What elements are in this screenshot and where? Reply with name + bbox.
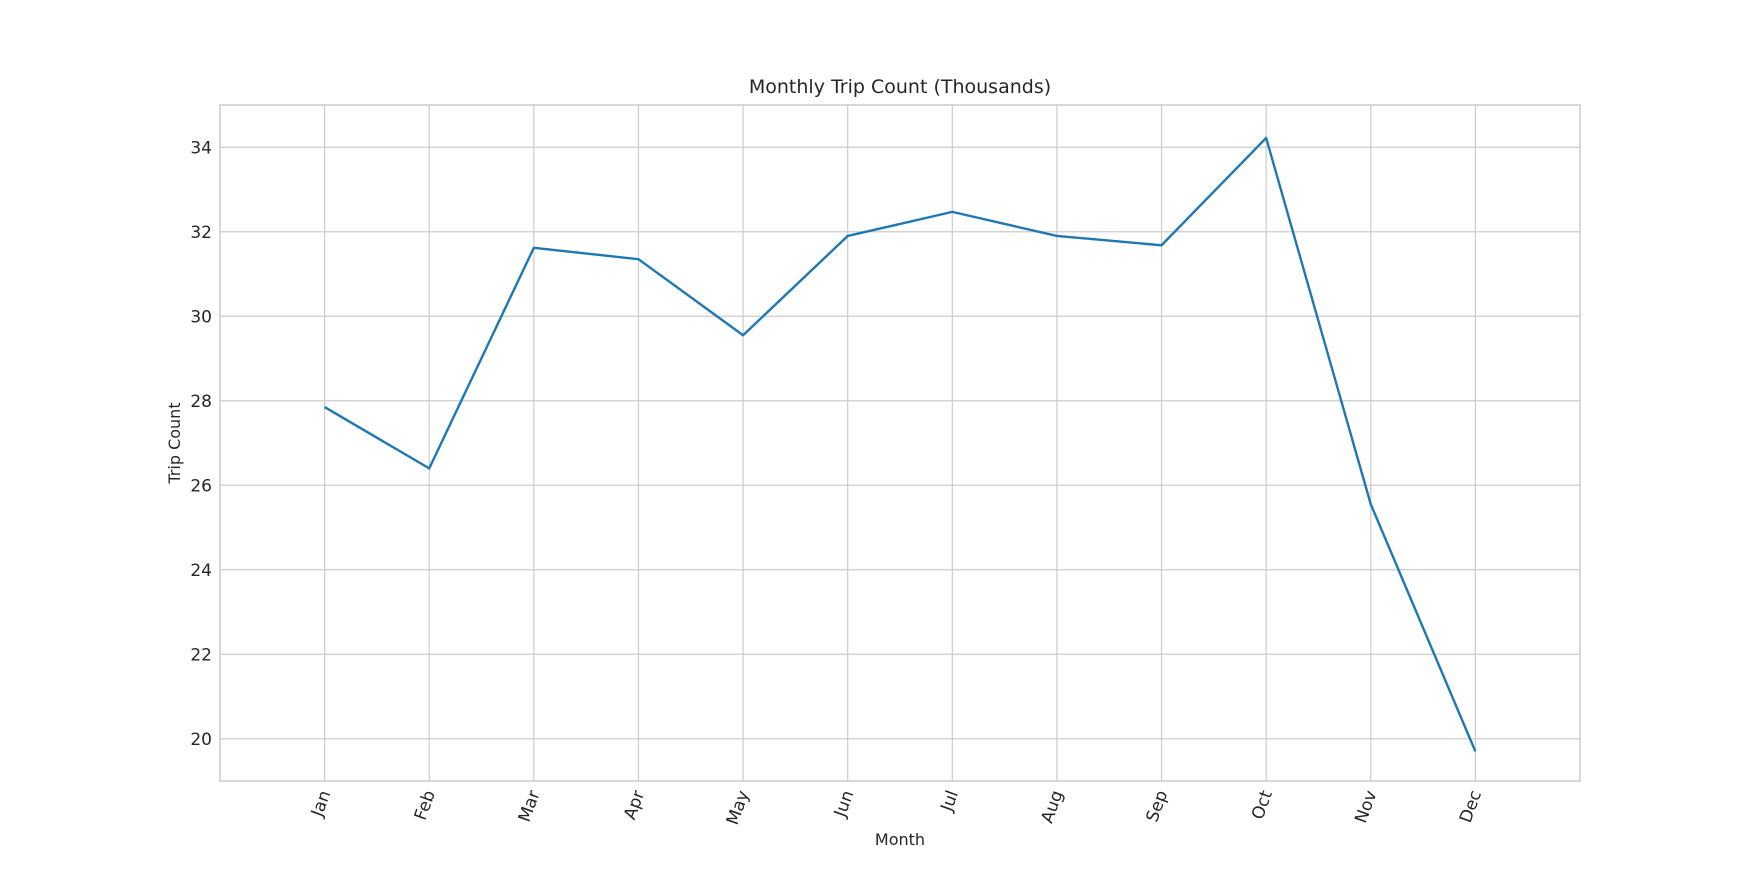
x-axis-label: Month: [875, 830, 925, 849]
y-tick-label: 34: [190, 138, 212, 158]
y-tick-label: 22: [190, 645, 212, 665]
y-tick-label: 28: [190, 392, 212, 412]
y-tick-label: 30: [190, 307, 212, 327]
chart-title: Monthly Trip Count (Thousands): [749, 76, 1051, 98]
x-tick-label: Apr: [620, 788, 649, 822]
y-axis-label: Trip Count: [165, 402, 184, 484]
x-tick-label: Mar: [515, 788, 545, 825]
x-tick-label: Jun: [830, 788, 858, 821]
x-tick-label: Sep: [1142, 788, 1172, 825]
x-tick-label: Jul: [937, 788, 963, 815]
x-tick-label: Feb: [411, 788, 440, 823]
x-tick-label: May: [723, 788, 754, 828]
x-tick-label: Oct: [1248, 788, 1277, 823]
plot-frame: [219, 104, 1581, 782]
y-axis-ticks: 20 22 24 26 28 30 32 34: [190, 138, 212, 750]
grid: [220, 105, 1580, 781]
x-axis-ticks: Jan Feb Mar Apr May Jun Jul Aug Sep Oct Nov Dec: [307, 788, 1486, 828]
y-tick-label: 24: [190, 561, 212, 581]
x-tick-label: Aug: [1037, 788, 1067, 826]
x-tick-label: Nov: [1351, 788, 1381, 826]
y-tick-label: 20: [190, 730, 212, 750]
x-tick-label: Jan: [307, 788, 335, 820]
series-line: [324, 136, 1477, 752]
series-layer: [324, 136, 1477, 752]
x-tick-label: Dec: [1456, 788, 1486, 826]
y-tick-label: 26: [190, 476, 212, 496]
y-tick-label: 32: [190, 223, 212, 243]
